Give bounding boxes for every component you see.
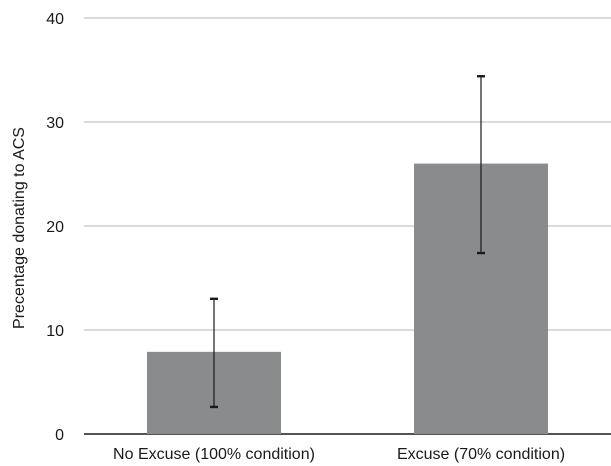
x-category-label: No Excuse (100% condition) — [113, 446, 315, 463]
y-tick-label: 40 — [46, 11, 64, 28]
x-category-labels: No Excuse (100% condition) Excuse (70% co… — [113, 446, 565, 463]
y-tick-label: 10 — [46, 323, 64, 340]
y-tick-labels: 0 10 20 30 40 — [46, 11, 64, 444]
y-tick-label: 20 — [46, 219, 64, 236]
x-category-label: Excuse (70% condition) — [397, 446, 565, 463]
y-tick-label: 0 — [55, 427, 64, 444]
y-axis-title: Precentage donating to ACS — [11, 127, 28, 329]
y-tick-label: 30 — [46, 115, 64, 132]
bars — [147, 163, 548, 434]
error-bars — [210, 75, 485, 409]
